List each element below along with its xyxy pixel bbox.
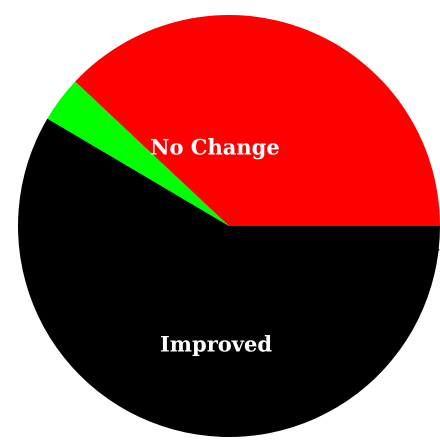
pie-slice-declined <box>47 81 229 226</box>
pie-label-declined: Declined <box>336 231 440 256</box>
pie-slice-no-change <box>18 118 440 437</box>
pie-slice-improved <box>75 15 440 226</box>
pie-slices <box>18 15 440 437</box>
pie-labels: No Change Declined Improved <box>150 135 440 357</box>
pie-label-improved: Improved <box>160 332 272 357</box>
pie-label-no-change: No Change <box>150 135 279 160</box>
